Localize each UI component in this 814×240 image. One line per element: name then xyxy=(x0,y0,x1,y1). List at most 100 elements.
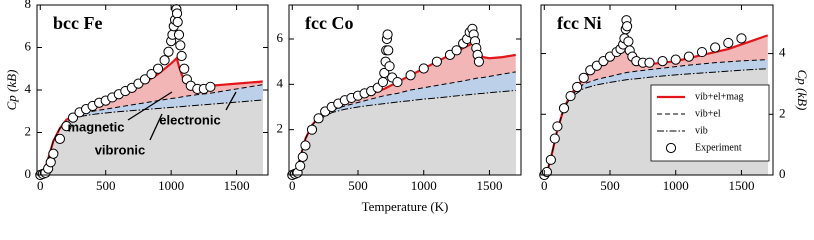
data-point xyxy=(173,29,185,40)
y-tick-label: 0 xyxy=(779,166,786,181)
data-point xyxy=(392,76,403,88)
x-axis-label: Temperature (K) xyxy=(362,199,449,214)
data-point xyxy=(382,29,393,40)
area-fill xyxy=(292,90,516,175)
data-point xyxy=(61,121,72,132)
panel-title: fcc Co xyxy=(305,13,353,33)
x-tick-label: 0 xyxy=(37,178,44,193)
data-point xyxy=(179,63,190,74)
data-point xyxy=(565,90,576,102)
data-point xyxy=(723,37,734,49)
data-point xyxy=(205,81,216,92)
annotation: magnetic xyxy=(67,119,124,134)
panel-title: bcc Fe xyxy=(53,13,102,33)
x-tick-label: 500 xyxy=(96,178,116,193)
legend-label: vib+el+mag xyxy=(695,91,744,102)
data-point xyxy=(473,56,485,67)
annotation: vibronic xyxy=(95,142,146,157)
y-tick-label: 2 xyxy=(277,121,284,136)
annotation: electronic xyxy=(159,112,220,127)
data-point xyxy=(48,148,59,159)
data-point xyxy=(313,113,324,124)
data-point xyxy=(578,72,589,83)
panel-title: fcc Ni xyxy=(557,13,601,33)
data-point xyxy=(545,154,556,165)
data-point xyxy=(297,151,308,162)
x-tick-label: 1500 xyxy=(728,178,754,193)
y-axis-label: Cp (kB) xyxy=(795,70,810,111)
y-tick-label: 6 xyxy=(277,30,284,45)
data-point xyxy=(558,103,570,114)
data-point xyxy=(67,112,79,123)
panel: 0 500 1000 1500 0 2 4 6 8 bcc Fe Cp (kB) magnetic vi… xyxy=(4,0,269,193)
x-tick-label: 1000 xyxy=(158,178,184,193)
x-tick-label: 0 xyxy=(541,178,548,193)
y-tick-label: 2 xyxy=(25,123,32,138)
y-tick-label: 2 xyxy=(779,105,786,120)
x-tick-label: 500 xyxy=(348,178,368,193)
data-point xyxy=(623,36,634,47)
data-point xyxy=(139,74,151,85)
annotation-arrow xyxy=(149,113,163,141)
data-point xyxy=(621,21,633,32)
data-point xyxy=(176,50,187,62)
data-point xyxy=(175,40,186,51)
data-point xyxy=(451,45,462,56)
data-point xyxy=(431,56,442,67)
data-point xyxy=(683,51,694,62)
y-tick-label: 4 xyxy=(779,45,786,60)
data-point xyxy=(159,55,170,66)
figure: 0 500 1000 1500 0 2 4 6 8 bcc Fe Cp (kB) magnetic vi… xyxy=(4,0,810,214)
plot-area xyxy=(291,40,516,175)
legend-label: vib xyxy=(695,125,708,136)
x-tick-label: 0 xyxy=(289,178,296,193)
series-line xyxy=(543,68,768,175)
annotation-arrow xyxy=(127,91,173,121)
data-point xyxy=(657,56,668,67)
y-tick-label: 0 xyxy=(25,166,32,181)
data-point xyxy=(572,81,583,93)
plot-frame xyxy=(540,4,774,176)
data-point xyxy=(696,46,708,58)
annotation-arrow xyxy=(225,91,237,111)
data-point xyxy=(383,45,394,56)
legend: vib+el+mag vib+el vib Experiment xyxy=(650,84,770,162)
data-point xyxy=(306,124,318,135)
data-point xyxy=(379,67,390,79)
data-point xyxy=(295,160,306,172)
data-point xyxy=(171,8,183,19)
x-tick-label: 1000 xyxy=(663,178,689,193)
plot-frame xyxy=(288,4,522,176)
data-point xyxy=(405,70,416,81)
x-tick-label: 1500 xyxy=(476,178,502,193)
data-point xyxy=(418,63,429,74)
x-tick-label: 500 xyxy=(600,178,620,193)
legend-label: vib+el xyxy=(695,108,721,119)
data-point xyxy=(552,121,563,132)
data-point xyxy=(736,33,747,44)
data-point xyxy=(45,157,56,168)
data-point xyxy=(670,54,681,65)
data-point xyxy=(384,61,395,72)
legend-marker xyxy=(665,142,677,154)
panel: 0 500 1000 1500 2 4 6 fcc Co Temperature (K) xyxy=(277,4,522,214)
data-point xyxy=(152,63,164,74)
data-point xyxy=(54,133,66,144)
data-point xyxy=(549,133,560,144)
series-line xyxy=(291,89,516,175)
data-point xyxy=(300,140,311,151)
y-tick-label: 4 xyxy=(25,81,32,96)
data-point xyxy=(146,68,157,80)
y-tick-label: 8 xyxy=(25,0,32,11)
legend-label: Experiment xyxy=(695,142,742,153)
y-axis-label: Cp (kB) xyxy=(4,70,19,111)
x-tick-label: 1500 xyxy=(224,178,250,193)
data-point xyxy=(644,57,655,68)
data-point xyxy=(172,16,183,28)
data-point xyxy=(377,76,389,88)
series-line xyxy=(39,84,263,175)
data-point xyxy=(163,46,174,57)
y-tick-label: 6 xyxy=(25,38,32,53)
x-tick-label: 1000 xyxy=(411,178,437,193)
